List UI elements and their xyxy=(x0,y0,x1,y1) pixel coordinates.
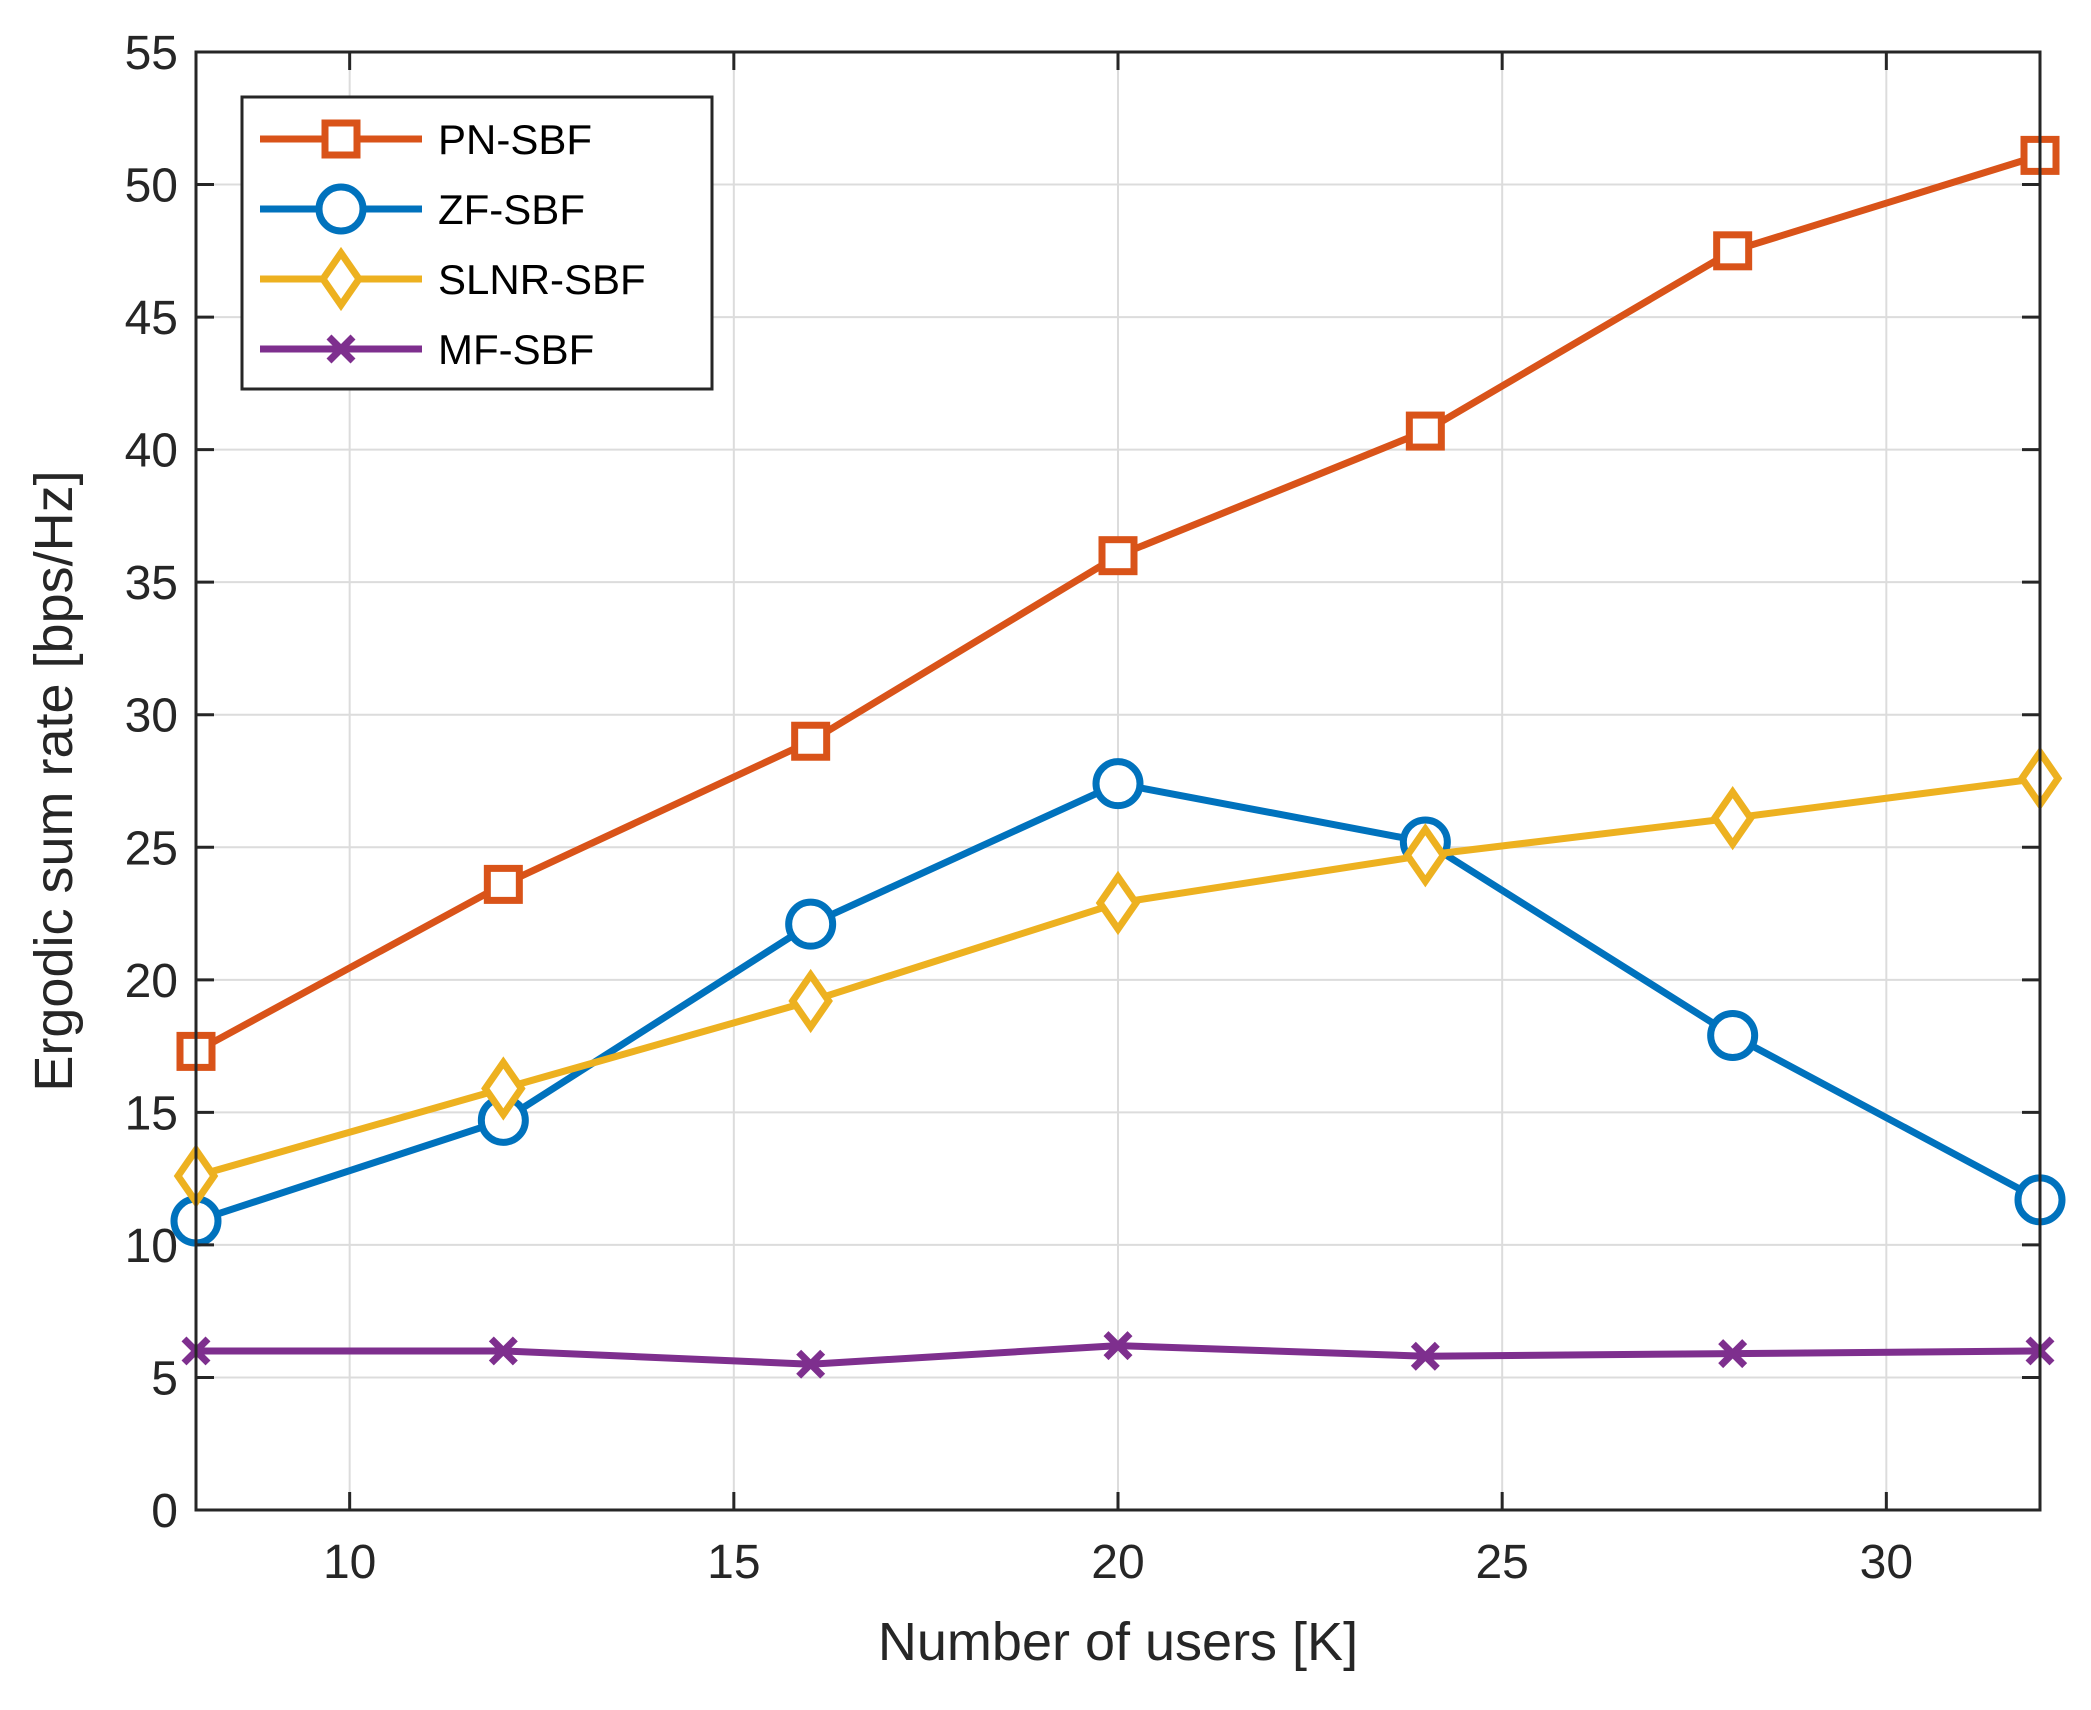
data-point xyxy=(796,1349,826,1379)
axis-ticks: 10 15 20 25 30 0 5 10 15 20 25 30 35 40 45 50 55 xyxy=(125,27,2040,1589)
data-point xyxy=(1707,1009,1759,1061)
legend-marker xyxy=(318,246,364,312)
data-point xyxy=(1098,536,1138,576)
data-point xyxy=(1103,1331,1133,1361)
legend-marker xyxy=(326,334,356,364)
y-tick-label: 30 xyxy=(125,690,178,743)
y-axis-title: Ergodic sum rate [bps/Hz] xyxy=(24,470,84,1091)
y-tick-label: 5 xyxy=(151,1352,178,1405)
legend-label: PN-SBF xyxy=(438,116,592,163)
data-point xyxy=(1403,823,1448,888)
y-tick-label: 0 xyxy=(151,1485,178,1538)
y-tick-label: 40 xyxy=(125,425,178,478)
legend-item: ZF-SBF xyxy=(260,183,585,235)
legend-label: MF-SBF xyxy=(438,326,594,373)
legend-item: SLNR-SBF xyxy=(260,246,646,312)
data-point xyxy=(488,1336,518,1366)
x-axis-title: Number of users [K] xyxy=(878,1612,1358,1672)
data-point xyxy=(1718,1339,1748,1369)
legend-label: ZF-SBF xyxy=(438,186,585,233)
legend-label: SLNR-SBF xyxy=(438,256,646,303)
legend-marker xyxy=(315,183,367,235)
y-tick-label: 55 xyxy=(125,27,178,80)
legend-item: MF-SBF xyxy=(260,326,594,373)
legend-box xyxy=(240,95,714,391)
y-tick-label: 50 xyxy=(125,160,178,213)
data-point xyxy=(1710,785,1755,851)
legend-marker xyxy=(321,119,361,159)
y-tick-label: 20 xyxy=(125,955,178,1008)
data-point xyxy=(1405,411,1445,451)
x-tick-label: 10 xyxy=(323,1536,376,1589)
data-point xyxy=(483,864,523,904)
data-point xyxy=(1410,1341,1440,1371)
data-point xyxy=(481,1056,526,1121)
y-tick-label: 25 xyxy=(125,822,178,875)
data-point xyxy=(791,721,831,761)
data-point xyxy=(785,898,837,950)
y-tick-label: 15 xyxy=(125,1087,178,1140)
x-tick-label: 20 xyxy=(1091,1536,1144,1589)
legend-item: PN-SBF xyxy=(260,116,592,163)
x-tick-label: 25 xyxy=(1475,1536,1528,1589)
y-tick-label: 45 xyxy=(125,292,178,345)
x-tick-label: 30 xyxy=(1860,1536,1913,1589)
data-point xyxy=(1092,758,1144,810)
y-tick-label: 10 xyxy=(125,1220,178,1273)
data-point xyxy=(1095,870,1141,936)
y-tick-label: 35 xyxy=(125,557,178,610)
legend: PN-SBF ZF-SBF SLNR-SBF MF-SBF xyxy=(240,95,714,391)
x-tick-label: 15 xyxy=(707,1536,760,1589)
data-point xyxy=(1713,231,1753,271)
data-point xyxy=(788,968,833,1034)
